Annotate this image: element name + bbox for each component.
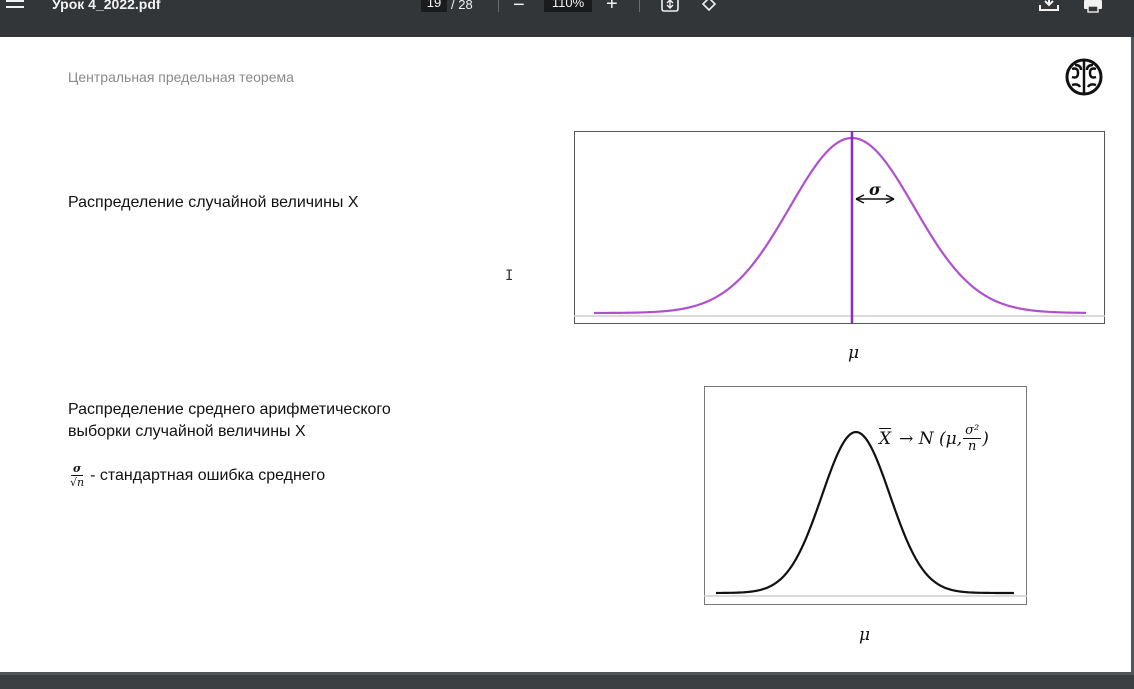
- chart-frame: [574, 131, 1105, 324]
- bottom-bar: [0, 675, 1134, 689]
- slide-header: Центральная предельная теорема: [68, 69, 294, 85]
- se-numerator: σ: [70, 462, 84, 476]
- text-cursor-icon: I: [505, 268, 514, 284]
- formula-close-paren: ): [982, 428, 989, 449]
- se-denominator: √n: [70, 476, 85, 489]
- zoom-out-button[interactable]: −: [513, 0, 525, 16]
- zoom-level-input[interactable]: 110%: [544, 0, 592, 12]
- download-icon[interactable]: [1038, 0, 1060, 17]
- brain-logo-icon: [1064, 57, 1104, 102]
- standard-error-note: σ √n - стандартная ошибка среднего: [68, 462, 325, 489]
- sample-mean-label-line1: Распределение среднего арифметического: [68, 401, 391, 418]
- sample-mean-label-line2: выборки случайной величины X: [68, 423, 306, 440]
- print-icon[interactable]: [1082, 0, 1104, 18]
- menu-icon[interactable]: [6, 0, 26, 14]
- mu-label-2: μ: [859, 625, 871, 645]
- toolbar-divider: [639, 0, 640, 12]
- sample-mean-symbol: X: [879, 428, 892, 449]
- pdf-toolbar: Урок 4_2022.pdf 19 / 28 − 110% +: [0, 0, 1134, 37]
- document-title: Урок 4_2022.pdf: [52, 0, 161, 12]
- chart-frame: [704, 386, 1027, 605]
- variance-denominator: n: [967, 439, 977, 454]
- clt-formula: X → N (μ, σ² n ): [879, 423, 989, 454]
- rotate-icon[interactable]: [700, 0, 718, 17]
- variance-fraction: σ² n: [963, 423, 982, 454]
- page-number-input[interactable]: 19: [421, 0, 447, 12]
- sigma-arrow-right-head: [885, 194, 895, 204]
- variance-numerator: σ²: [963, 423, 982, 439]
- sigma-label: σ: [869, 180, 881, 199]
- fit-page-icon[interactable]: [661, 0, 679, 17]
- normal-curve-purple: [594, 136, 1087, 315]
- sigma-arrow-left-head: [855, 194, 865, 204]
- sample-mean-distribution-label: Распределение среднего арифметического в…: [68, 399, 391, 443]
- distribution-label: Распределение случайной величины X: [68, 194, 359, 211]
- toolbar-divider: [498, 0, 499, 12]
- formula-arrow: → N (μ,: [899, 428, 963, 449]
- population-distribution-chart: σ: [574, 131, 1105, 324]
- sigma-over-sqrt-n: σ √n: [68, 462, 86, 489]
- mu-label-1: μ: [848, 343, 860, 363]
- pdf-page: Центральная предельная теорема Распредел…: [0, 37, 1131, 672]
- standard-error-text: - стандартная ошибка среднего: [90, 466, 326, 484]
- normal-curve-black: [715, 430, 1014, 595]
- page-total: / 28: [451, 0, 473, 12]
- zoom-in-button[interactable]: +: [606, 0, 618, 15]
- sample-mean-distribution-chart: [704, 386, 1027, 605]
